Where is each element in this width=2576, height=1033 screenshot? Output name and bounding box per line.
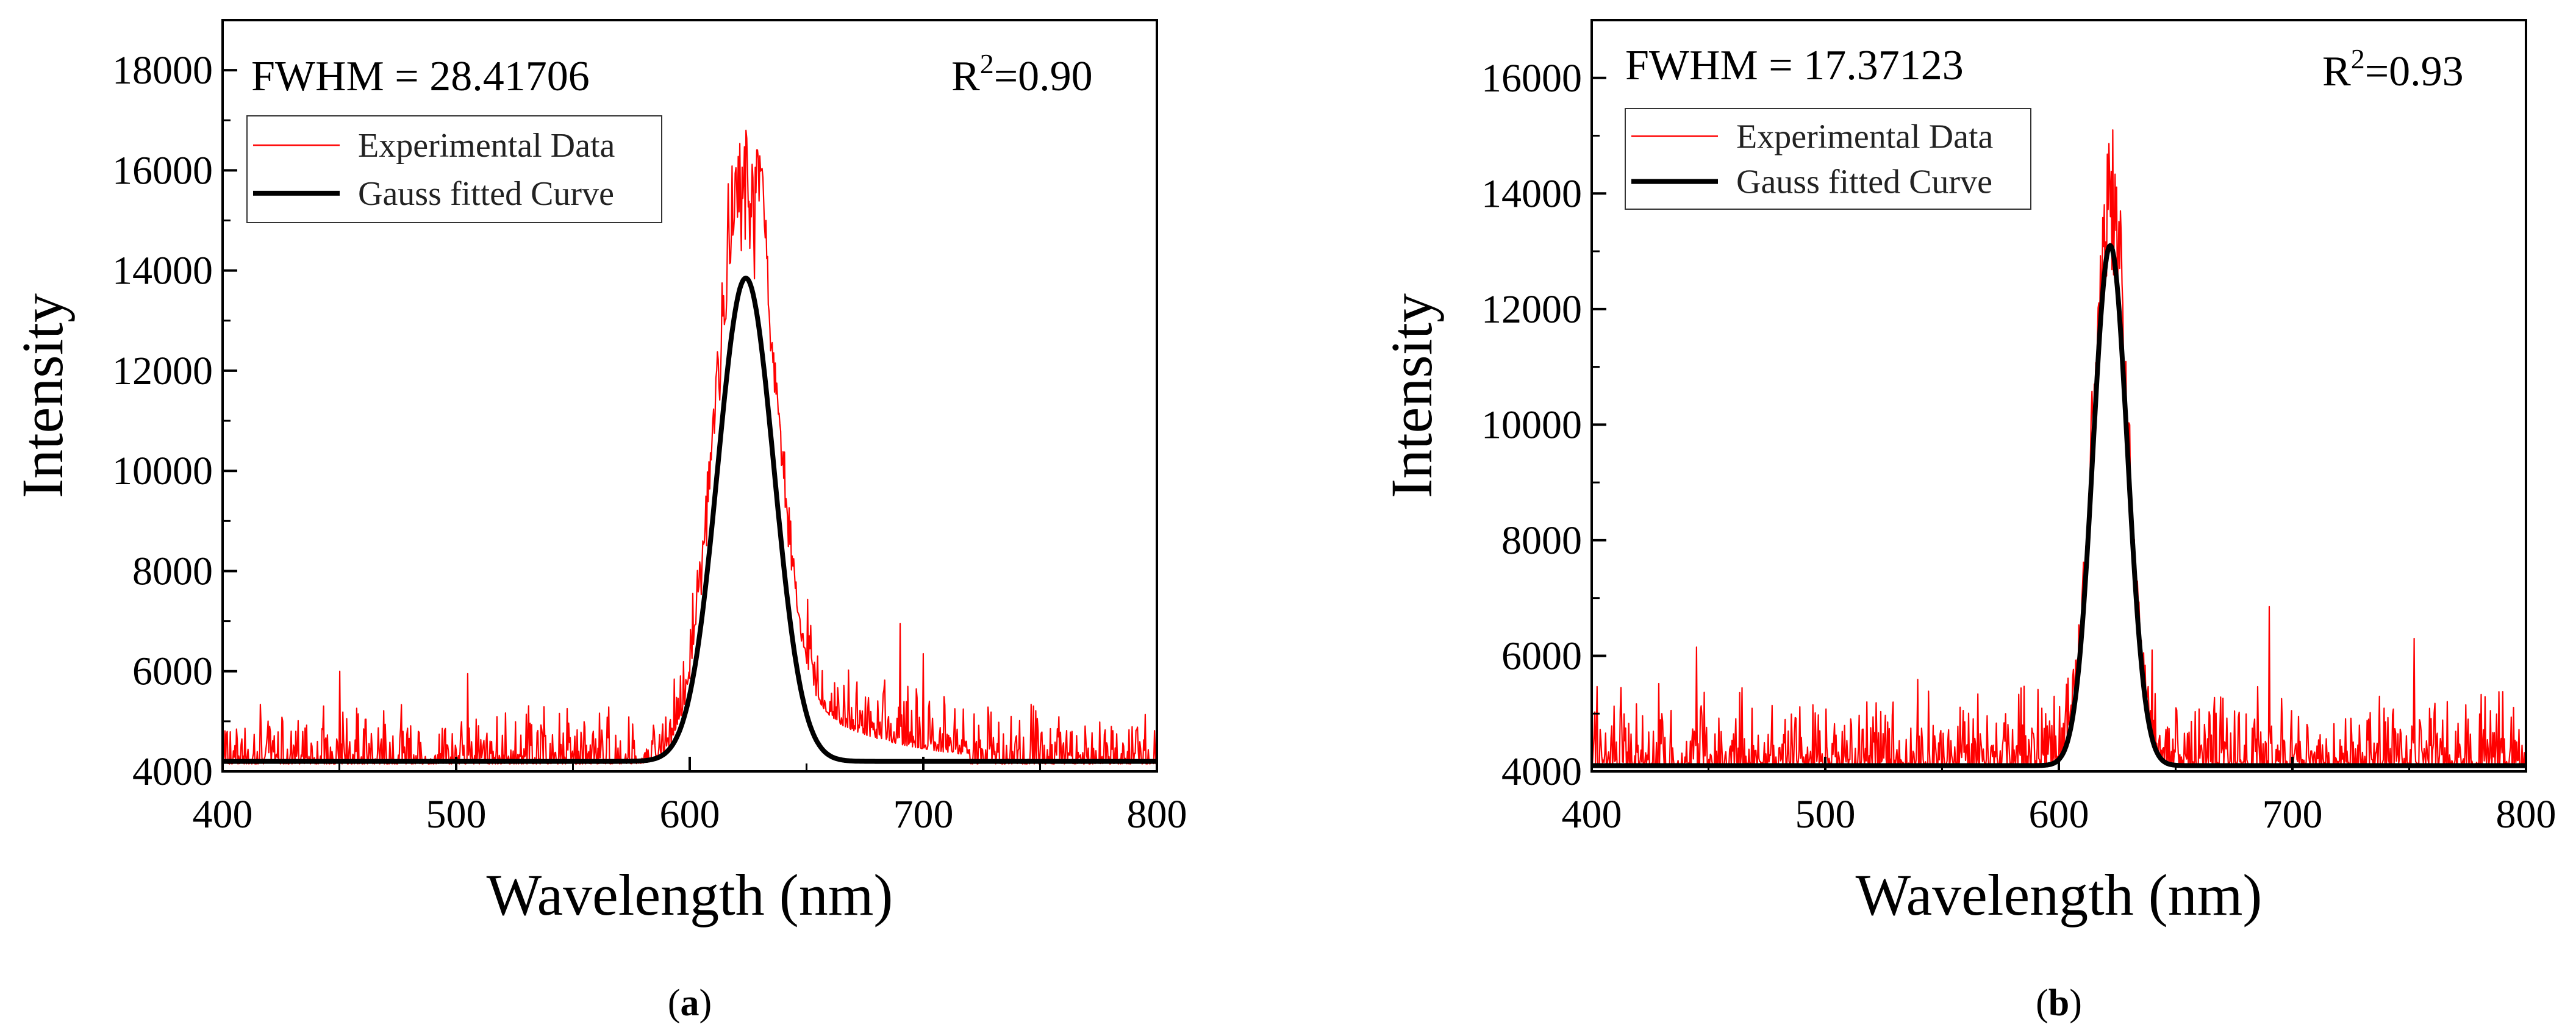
y-axis-title: Intensity: [1379, 293, 1444, 498]
y-tick-label: 6000: [1501, 634, 1582, 678]
r-squared-symbol: R: [951, 53, 980, 100]
x-axis-title: Wavelength (nm): [487, 862, 893, 928]
r-squared-superscript: 2: [980, 48, 994, 79]
y-tick-label: 10000: [1481, 402, 1582, 447]
x-tick-label: 700: [2263, 792, 2323, 837]
y-tick-label: 16000: [112, 148, 213, 193]
y-tick-label: 14000: [1481, 171, 1582, 216]
legend-box: [1625, 108, 2031, 210]
y-tick-label: 16000: [1481, 56, 1582, 101]
y-tick-label: 8000: [132, 549, 213, 593]
legend-box: [246, 115, 662, 223]
y-tick-label: 12000: [1481, 287, 1582, 332]
fwhm-annotation: FWHM = 28.41706: [251, 53, 590, 100]
x-tick-label: 500: [1795, 792, 1856, 837]
panel-a: 400 500 600 700 800 4000 6000 8000 10000 12000 140…: [10, 19, 1187, 1024]
y-tick-label: 14000: [112, 249, 213, 293]
x-tick-label: 700: [893, 792, 954, 837]
gauss-fitted-curve-line: [223, 276, 1157, 764]
y-tick-label: 4000: [132, 749, 213, 794]
panel-caption: (b): [2036, 982, 2082, 1024]
r-squared-symbol: R: [2322, 48, 2351, 95]
y-axis-title: Intensity: [10, 293, 75, 498]
r-squared-superscript: 2: [2351, 43, 2365, 74]
panel-caption-letter: a: [681, 982, 699, 1024]
fwhm-annotation: FWHM = 17.37123: [1625, 42, 1964, 89]
r-squared-annotation: R2=0.93: [2322, 43, 2464, 95]
legend: Experimental Data Gauss fitted Curve: [246, 115, 662, 223]
y-tick-label: 4000: [1501, 749, 1582, 794]
x-tick-label: 400: [1562, 792, 1622, 837]
x-axis-title: Wavelength (nm): [1856, 862, 2263, 928]
legend-label-experimental: Experimental Data: [1736, 118, 1994, 155]
y-tick-label: 10000: [112, 449, 213, 493]
x-tick-label: 400: [193, 792, 253, 837]
x-tick-label: 500: [426, 792, 487, 837]
x-tick-label: 600: [2029, 792, 2089, 837]
y-tick-label: 6000: [132, 649, 213, 694]
y-tick-label: 8000: [1501, 518, 1582, 563]
r-squared-value: =0.93: [2365, 48, 2464, 95]
r-squared-annotation: R2=0.90: [951, 48, 1093, 100]
panel-caption: (a): [668, 982, 712, 1024]
x-tick-label: 800: [1127, 792, 1187, 837]
legend-label-fit: Gauss fitted Curve: [358, 175, 614, 213]
panel-caption-letter: b: [2048, 982, 2069, 1024]
legend: Experimental Data Gauss fitted Curve: [1625, 108, 2031, 210]
y-tick-label: 12000: [112, 349, 213, 393]
y-tick-label: 18000: [112, 48, 213, 93]
legend-label-experimental: Experimental Data: [358, 127, 615, 165]
x-tick-label: 800: [2496, 792, 2556, 837]
r-squared-value: =0.90: [994, 53, 1093, 100]
legend-label-fit: Gauss fitted Curve: [1736, 163, 1992, 201]
x-tick-label: 600: [660, 792, 720, 837]
panel-b: 400 500 600 700 800 4000 6000 8000 10000 12000 140…: [1379, 19, 2556, 1024]
